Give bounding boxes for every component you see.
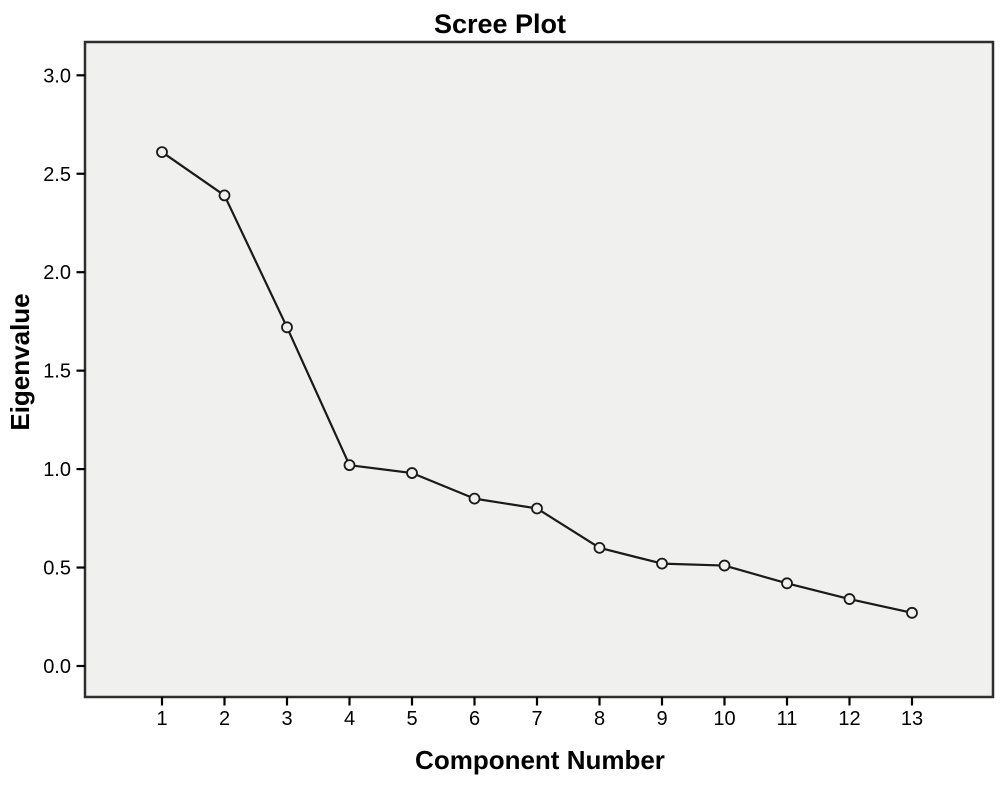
- y-axis-tick-label: 1.0: [43, 459, 71, 481]
- x-axis-title: Component Number: [415, 745, 665, 775]
- x-axis-tick-label: 8: [594, 708, 605, 730]
- y-axis-tick-label: 2.0: [43, 262, 71, 284]
- data-point-marker: [218, 189, 231, 202]
- data-point-marker: [531, 502, 543, 515]
- data-point-marker: [343, 459, 356, 472]
- x-axis-tick-label: 1: [156, 708, 167, 730]
- x-axis-tick-label: 4: [344, 708, 355, 730]
- plot-area: [83, 40, 995, 699]
- x-axis-tick-label: 12: [838, 708, 860, 730]
- chart-layer: 0.00.51.01.52.02.53.01 2 3 4 5 6 7 8 9 10 11 12 13: [43, 65, 923, 730]
- x-axis-tick-label: 13: [901, 708, 923, 730]
- chart-title: Scree Plot: [434, 9, 566, 39]
- x-axis-tick-label: 7: [531, 708, 542, 730]
- y-axis-tick-label: 2.5: [43, 164, 71, 186]
- x-axis-tick-label: 2: [219, 708, 230, 730]
- y-axis-tick-label: 1.5: [43, 361, 71, 383]
- x-axis-tick-label: 10: [713, 708, 735, 730]
- y-axis-title: Eigenvalue: [5, 293, 35, 430]
- data-point-marker: [781, 577, 793, 590]
- y-axis-tick-label: 3.0: [43, 65, 71, 87]
- x-axis-tick-label: 3: [281, 708, 292, 730]
- data-point-marker: [843, 593, 856, 605]
- y-axis-tick-label: 0.5: [43, 558, 71, 580]
- data-point-marker: [718, 559, 731, 572]
- x-axis-tick-label: 6: [469, 708, 480, 730]
- x-axis-tick-label: 5: [406, 708, 417, 730]
- data-point-marker: [906, 606, 918, 619]
- y-axis-tick-label: 0.0: [43, 656, 71, 678]
- data-point-marker: [406, 467, 418, 479]
- data-point-marker: [281, 321, 293, 334]
- data-point-marker: [468, 492, 481, 505]
- data-point-marker: [156, 146, 168, 158]
- data-point-marker: [593, 541, 606, 554]
- data-point-marker: [656, 557, 668, 570]
- x-axis-tick-label: 9: [656, 708, 667, 730]
- x-axis-tick-label: 11: [777, 708, 798, 730]
